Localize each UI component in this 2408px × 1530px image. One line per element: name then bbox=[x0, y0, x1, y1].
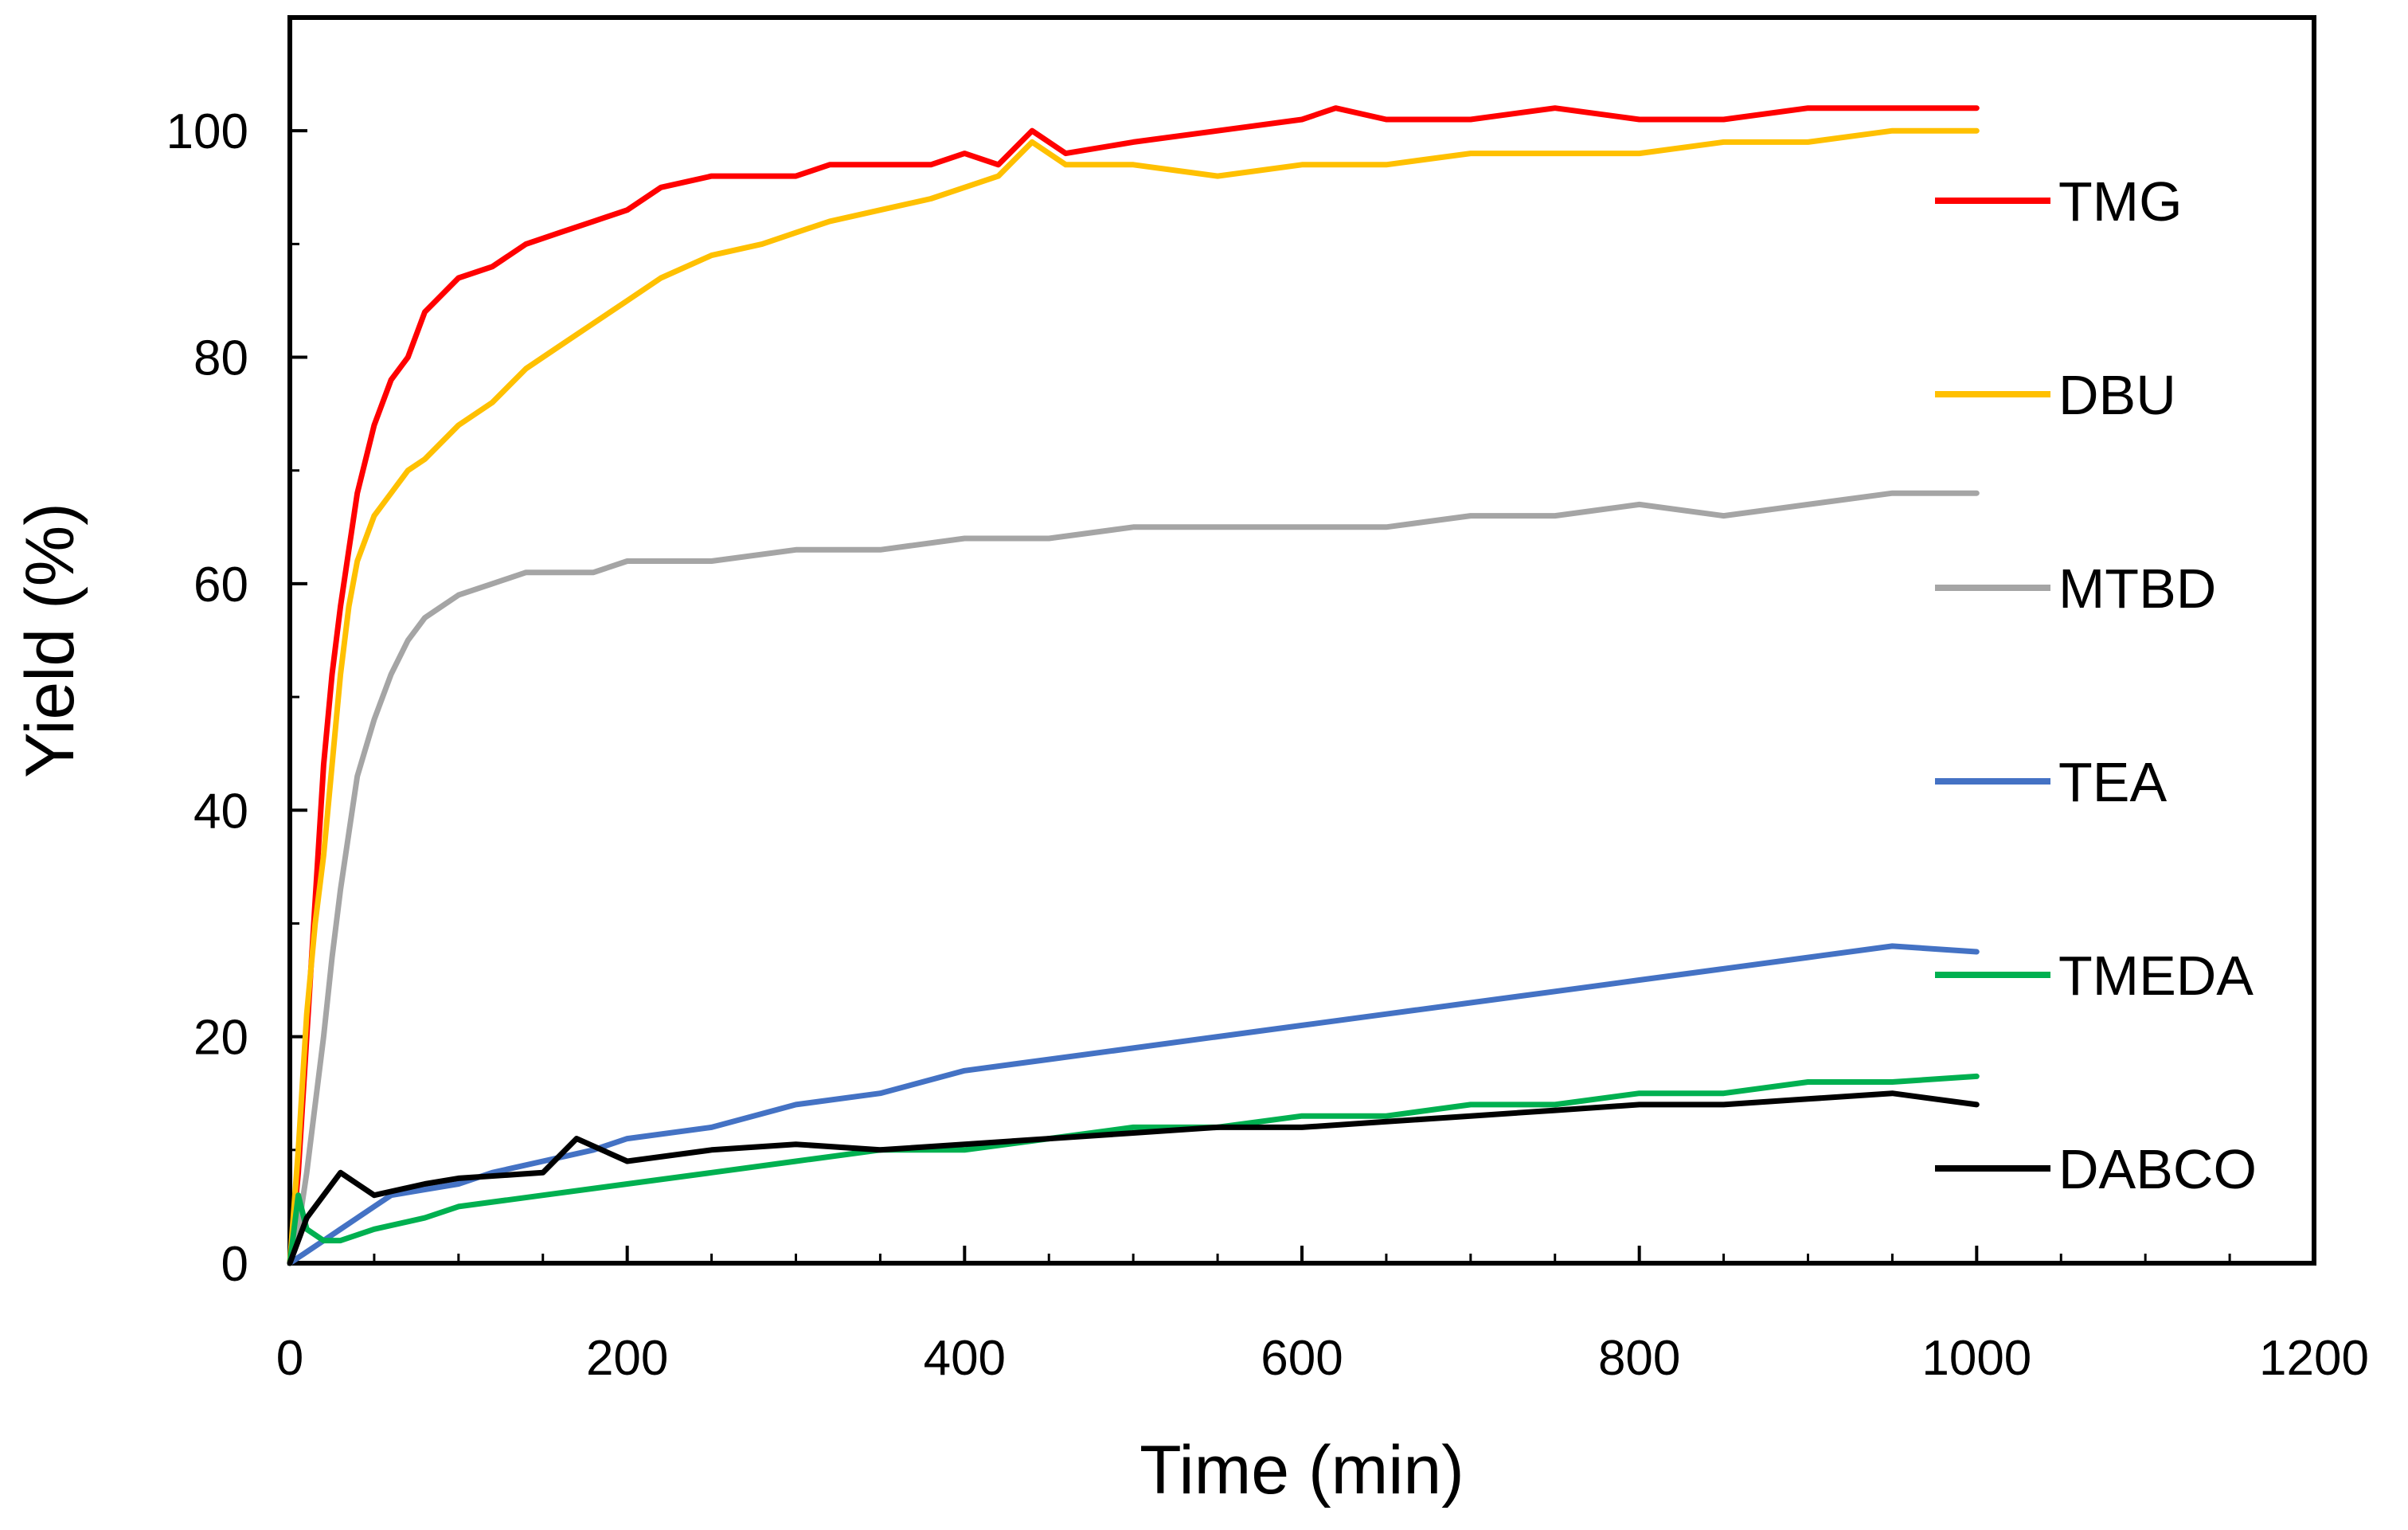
series-line-dbu bbox=[287, 127, 1980, 1266]
x-tick-label: 1000 bbox=[1921, 1331, 2031, 1386]
x-axis-title: Time (min) bbox=[1140, 1432, 1464, 1508]
x-tick-label: 1200 bbox=[2259, 1331, 2369, 1386]
series-lines bbox=[287, 105, 1980, 1266]
x-tick-label: 600 bbox=[1261, 1331, 1343, 1386]
series-line-dabco bbox=[287, 1090, 1980, 1266]
series-line-tmg bbox=[287, 105, 1980, 1266]
y-tick-label: 60 bbox=[194, 558, 248, 612]
x-tick-label: 200 bbox=[586, 1331, 668, 1386]
y-tick-label: 100 bbox=[166, 104, 248, 159]
y-tick-label: 0 bbox=[221, 1237, 248, 1292]
y-tick-label: 40 bbox=[194, 784, 248, 839]
y-axis-ticks: 0 20 40 60 80 100 bbox=[166, 104, 307, 1292]
plot-area bbox=[287, 15, 2316, 1266]
series-line-mtbd bbox=[287, 490, 1980, 1266]
y-tick-label: 20 bbox=[194, 1011, 248, 1066]
legend-label-dabco: DABCO bbox=[2058, 1138, 2257, 1200]
x-axis-ticks: 0 200 400 600 800 1000 1200 bbox=[276, 1246, 2369, 1386]
y-axis-title: Yield (%) bbox=[12, 503, 88, 778]
legend-label-dbu: DBU bbox=[2058, 364, 2176, 426]
series-line-tea bbox=[287, 943, 1980, 1266]
x-tick-label: 0 bbox=[276, 1331, 303, 1386]
legend-label-tmg: TMG bbox=[2058, 170, 2183, 233]
legend-label-mtbd: MTBD bbox=[2058, 558, 2216, 620]
series-line-tmeda bbox=[287, 1073, 1980, 1266]
legend-label-tea: TEA bbox=[2058, 751, 2167, 813]
legend: TMG DBU MTBD TEA TMEDA DABCO bbox=[1935, 170, 2257, 1200]
x-tick-label: 400 bbox=[924, 1331, 1006, 1386]
x-tick-label: 800 bbox=[1598, 1331, 1680, 1386]
legend-label-tmeda: TMEDA bbox=[2058, 945, 2254, 1007]
y-tick-label: 80 bbox=[194, 331, 248, 386]
